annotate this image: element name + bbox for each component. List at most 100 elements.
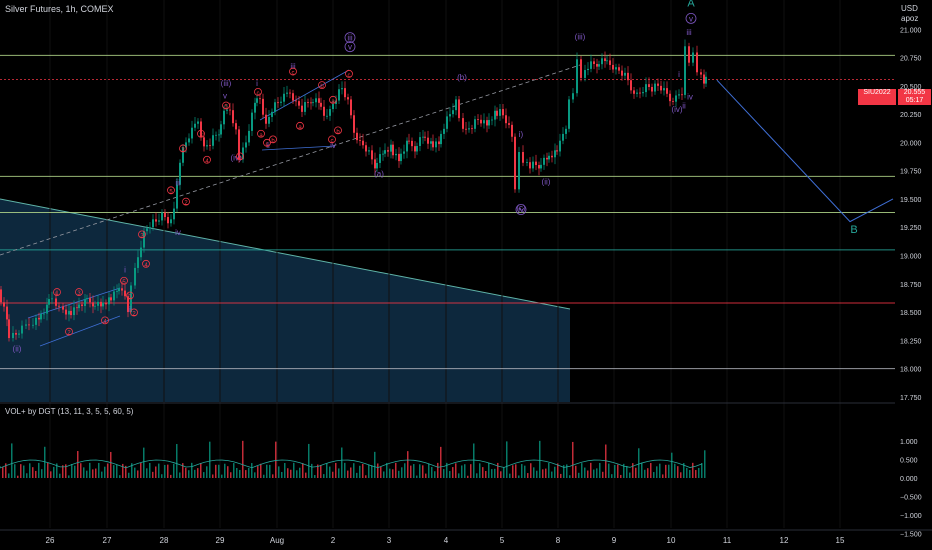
candle-body (341, 88, 343, 90)
y-tick-label: 20.000 (900, 140, 922, 147)
candle-body (232, 110, 234, 124)
candle-body (176, 184, 178, 209)
candle-body (46, 304, 48, 314)
volume-bar (218, 464, 220, 478)
candle-body (256, 98, 258, 103)
volume-bar (152, 471, 154, 478)
candle-body (347, 97, 349, 100)
candle-body (601, 58, 603, 65)
candle-body (672, 101, 674, 102)
volume-bar (260, 463, 262, 478)
candle-body (422, 136, 424, 138)
candle-body (89, 298, 91, 303)
wave-label-circle (345, 69, 353, 78)
wave-label: v (223, 91, 227, 100)
candle-body (678, 94, 680, 96)
volume-bar (494, 468, 496, 478)
wave-label: 3 (140, 233, 144, 239)
wave-label: a (298, 125, 302, 131)
wave-label: 4 (103, 319, 107, 325)
y-tick-label: 18.500 (900, 310, 922, 317)
candle-body (149, 227, 151, 229)
candle-body (292, 93, 294, 101)
volume-bar (674, 463, 676, 478)
subtitle: apoz (901, 14, 919, 23)
wedge-lower (261, 145, 336, 151)
candle-body (254, 102, 256, 113)
volume-bar (662, 474, 664, 478)
candle-body (65, 309, 67, 315)
volume-bar (548, 462, 550, 478)
volume-bar (377, 463, 379, 478)
candle-body (143, 231, 145, 248)
candle-body (344, 88, 346, 98)
y-tick-label: 19.750 (900, 169, 922, 176)
wave-label: c (257, 91, 260, 97)
volume-bar (419, 464, 421, 478)
wave-label-circle (296, 121, 304, 130)
volume-bar (380, 466, 382, 478)
candle-body (488, 119, 490, 126)
volume-bar (446, 462, 448, 478)
candle-body (310, 102, 312, 104)
volume-bar (374, 451, 376, 478)
wave-label-circle (329, 95, 337, 104)
candle-body (242, 147, 244, 160)
wave-label: 2 (67, 331, 71, 337)
volume-bar (518, 475, 520, 478)
candle-body (43, 313, 45, 315)
volume-bar (11, 443, 13, 478)
candle-body (642, 92, 644, 94)
candle-body (350, 99, 352, 116)
candle-body (338, 89, 340, 101)
candle-body (486, 120, 488, 126)
volume-bar (32, 467, 34, 478)
volume-bar (383, 471, 385, 478)
candle-body (700, 72, 702, 75)
volume-bar (704, 450, 706, 478)
volume-bar (17, 475, 19, 478)
candle-body (666, 88, 668, 94)
volume-bar (575, 465, 577, 478)
candle-body (502, 109, 504, 116)
candle-body (462, 118, 464, 129)
candle-body (414, 146, 416, 152)
candle-body (514, 136, 516, 190)
volume-bar (389, 468, 391, 478)
candle-body (612, 64, 614, 70)
volume-bar (215, 464, 217, 478)
volume-bar (341, 447, 343, 478)
volume-tick-label: 0.500 (900, 458, 918, 465)
volume-bar (221, 474, 223, 478)
candle-body (598, 64, 600, 67)
candle-body (590, 61, 592, 69)
candle-body (110, 297, 112, 301)
candle-body (220, 124, 222, 135)
volume-bar (512, 465, 514, 478)
candles (0, 39, 707, 342)
volume-bar (125, 465, 127, 478)
candle-body (32, 324, 34, 326)
wave-label: i (124, 265, 126, 274)
candle-body (636, 92, 638, 94)
candle-body (572, 93, 574, 100)
x-tick-label: 15 (836, 536, 845, 545)
candle-body (223, 110, 225, 125)
volume-bar (242, 440, 244, 478)
candle-body (522, 152, 524, 163)
candle-body (443, 128, 445, 134)
candle-body (286, 92, 288, 94)
candle-body (15, 332, 17, 335)
wave-label-circle (263, 138, 271, 147)
volume-bar (410, 465, 412, 478)
volume-bar (254, 472, 256, 478)
volume-bar (305, 472, 307, 478)
horizontal-levels[interactable] (0, 54, 895, 370)
volume-bar (536, 470, 538, 478)
wave-labels: (ii)(iii)(iv)iiiviv(iii)vAB(a)(b)(c)i)(i… (13, 0, 858, 354)
wave-label-circle (334, 126, 342, 135)
candle-body (353, 115, 355, 133)
candle-body (491, 119, 493, 121)
volume-bar (416, 475, 418, 478)
